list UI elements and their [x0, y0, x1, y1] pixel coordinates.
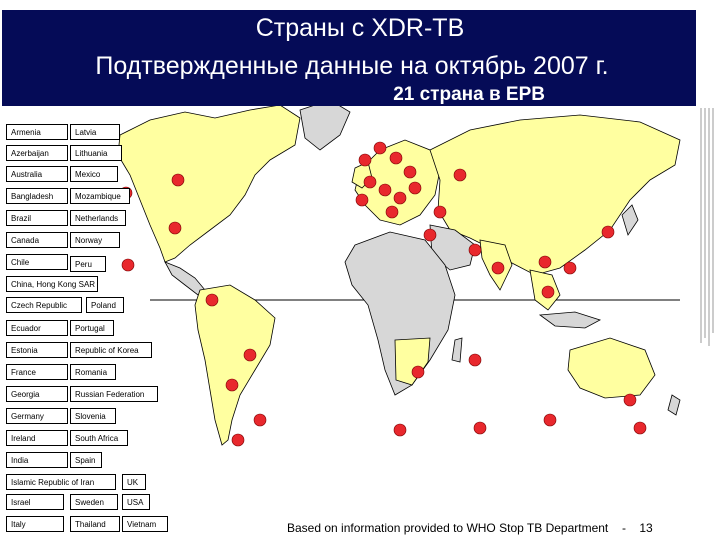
country-marker [121, 258, 135, 272]
country-marker [378, 183, 392, 197]
title-line-1: Страны с XDR-TB [255, 14, 465, 42]
country-marker [541, 285, 555, 299]
country-label: Azerbaijan [6, 145, 68, 161]
country-label: Lithuania [70, 145, 122, 161]
country-marker [623, 393, 637, 407]
country-marker [563, 261, 577, 275]
country-label: Italy [6, 516, 64, 532]
greenland-landmass [299, 99, 351, 151]
country-marker [543, 413, 557, 427]
country-label: Germany [6, 408, 68, 424]
country-marker [403, 165, 417, 179]
country-marker [389, 151, 403, 165]
country-marker [468, 353, 482, 367]
country-marker [243, 348, 257, 362]
country-label: Mexico [70, 166, 118, 182]
page-number-value: 13 [639, 521, 653, 535]
country-label: Republic of Korea [70, 342, 152, 358]
country-label: Ecuador [6, 320, 68, 336]
country-label: Georgia [6, 386, 68, 402]
country-label: Latvia [70, 124, 120, 140]
country-marker [601, 225, 615, 239]
country-label: Norway [70, 232, 120, 248]
country-marker [393, 191, 407, 205]
country-label: India [6, 452, 68, 468]
country-marker [231, 433, 245, 447]
country-label: Israel [6, 494, 64, 510]
madagascar-landmass [451, 337, 463, 363]
country-label: Czech Republic [6, 297, 82, 313]
country-label: Australia [6, 166, 68, 182]
country-marker [633, 421, 647, 435]
country-marker [491, 261, 505, 275]
country-label: USA [122, 494, 150, 510]
country-marker [408, 181, 422, 195]
country-marker [171, 173, 185, 187]
japan-landmass [621, 204, 639, 236]
country-label: Islamic Republic of Iran [6, 474, 116, 490]
country-marker [253, 413, 267, 427]
country-label: Portugal [70, 320, 114, 336]
country-label: UK [122, 474, 146, 490]
country-label: Armenia [6, 124, 68, 140]
country-label: Poland [86, 297, 124, 313]
country-label: France [6, 364, 68, 380]
country-marker [385, 205, 399, 219]
country-label: Peru [70, 256, 106, 272]
southern-africa-landmass [394, 337, 431, 386]
country-label: Bangladesh [6, 188, 68, 204]
indonesia-landmass [538, 311, 602, 329]
country-label: Slovenia [70, 408, 116, 424]
title-line-3: 21 страна в ЕРВ [393, 84, 545, 105]
country-label: Canada [6, 232, 68, 248]
country-marker [468, 243, 482, 257]
south-america-landmass [194, 284, 276, 446]
title-banner [2, 10, 696, 106]
page-number: - 13 [622, 521, 653, 535]
country-label: Ireland [6, 430, 68, 446]
country-label: Brazil [6, 210, 68, 226]
country-marker [453, 168, 467, 182]
country-marker [411, 365, 425, 379]
country-marker [433, 205, 447, 219]
title-line-2: Подтвержденные данные на октябрь 2007 г. [95, 52, 609, 80]
country-label: Chile [6, 254, 68, 270]
country-label: Estonia [6, 342, 68, 358]
country-label: South Africa [70, 430, 128, 446]
country-marker [205, 293, 219, 307]
country-label: Russian Federation [70, 386, 158, 402]
country-marker [538, 255, 552, 269]
central-america-landmass [164, 261, 206, 296]
country-label: Spain [70, 452, 102, 468]
country-marker [355, 193, 369, 207]
australia-landmass [567, 337, 656, 399]
country-label: China, Hong Kong SAR [6, 276, 98, 292]
country-marker [373, 141, 387, 155]
country-label: Netherlands [70, 210, 126, 226]
country-marker [423, 228, 437, 242]
country-label: Romania [70, 364, 116, 380]
country-marker [168, 221, 182, 235]
source-note: Based on information provided to WHO Sto… [287, 521, 609, 535]
country-label: Vietnam [122, 516, 168, 532]
country-marker [363, 175, 377, 189]
north-america-landmass [117, 104, 301, 263]
country-marker [393, 423, 407, 437]
new-zealand-landmass [667, 394, 681, 416]
country-label: Mozambique [70, 188, 130, 204]
country-label: Thailand [70, 516, 120, 532]
country-label: Sweden [70, 494, 118, 510]
country-marker [358, 153, 372, 167]
country-marker [225, 378, 239, 392]
country-marker [473, 421, 487, 435]
fine-print-strip [700, 108, 714, 346]
page-dash: - [622, 521, 626, 535]
